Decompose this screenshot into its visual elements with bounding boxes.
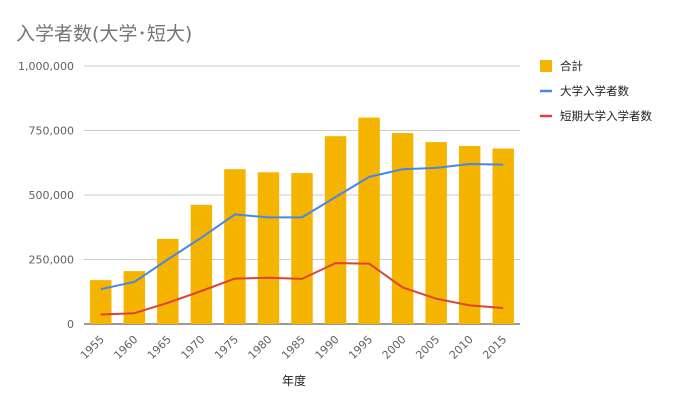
x-tick-label: 1985	[279, 333, 308, 362]
legend-label: 大学入学者数	[560, 84, 629, 98]
bar-series	[90, 117, 514, 324]
x-tick-label: 1955	[78, 333, 107, 362]
y-tick-label: 750,000	[29, 125, 75, 138]
legend-label: 短期大学入学者数	[560, 109, 652, 123]
bar	[425, 142, 447, 324]
x-tick-label: 1990	[313, 333, 342, 362]
y-tick-label: 0	[67, 318, 74, 331]
y-tick-label: 250,000	[29, 254, 75, 267]
series-line	[100, 262, 504, 316]
x-tick-label: 2005	[413, 333, 442, 362]
x-axis-ticks: 1955 1960 1965 1970 1975 1980 1985 1990 1995 2000…	[78, 333, 509, 362]
bar	[157, 238, 179, 324]
bar	[90, 280, 112, 324]
x-tick-label: 2015	[480, 333, 509, 362]
line-series	[100, 163, 504, 316]
bar	[224, 169, 246, 324]
x-tick-label: 1965	[145, 333, 174, 362]
y-tick-label: 1,000,000	[18, 60, 74, 73]
bar	[324, 136, 347, 324]
series-line	[100, 163, 504, 291]
x-axis-title: 年度	[282, 373, 306, 388]
x-tick-label: 2000	[380, 333, 409, 362]
x-tick-label: 1995	[346, 333, 375, 362]
legend-swatch	[540, 60, 552, 72]
bar	[492, 148, 514, 324]
x-tick-label: 1980	[246, 333, 275, 362]
x-tick-label: 2010	[447, 333, 476, 362]
x-tick-label: 1975	[212, 333, 241, 362]
chart-title: 入学者数(大学･短大)	[16, 23, 193, 45]
bar	[190, 204, 213, 324]
y-axis-ticks: 0 250,000 500,000 750,000 1,000,000	[18, 60, 74, 331]
y-tick-label: 500,000	[29, 189, 75, 202]
bar	[291, 173, 313, 324]
bar	[358, 117, 380, 324]
bar	[123, 271, 146, 324]
legend-label: 合計	[560, 59, 583, 73]
bar	[458, 145, 481, 324]
bar	[257, 172, 280, 324]
bar	[391, 133, 414, 324]
x-tick-label: 1960	[111, 333, 140, 362]
x-tick-label: 1970	[179, 333, 208, 362]
